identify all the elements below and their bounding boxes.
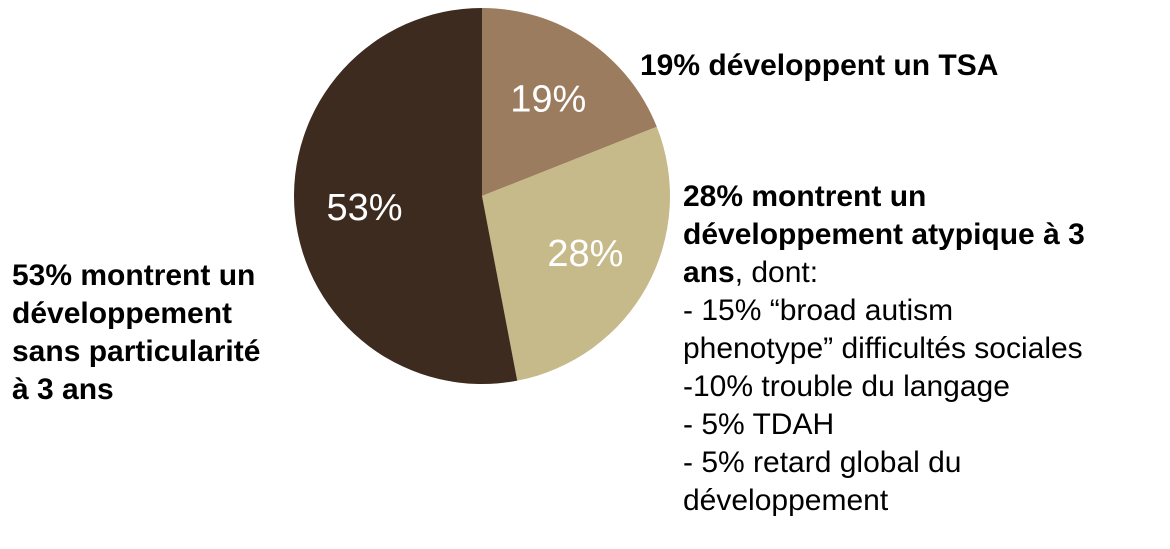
pie-slice-28 bbox=[482, 126, 670, 381]
annotation-typical-line: développement bbox=[12, 297, 233, 330]
annotation-atypical-heading-line: 28% montrent un bbox=[683, 180, 927, 213]
annotation-atypical-item: - 5% retard global du bbox=[683, 446, 962, 479]
annotation-typical-line: sans particularité bbox=[12, 335, 261, 368]
annotation-atypical-item: développement bbox=[683, 484, 889, 517]
annotation-atypical-heading-end: ans, dont: bbox=[683, 254, 1085, 292]
annotation-typical-development: 53% montrent un développement sans parti… bbox=[12, 257, 260, 409]
annotation-atypical-item: -10% trouble du langage bbox=[683, 370, 1010, 403]
annotation-typical-line: à 3 ans bbox=[12, 373, 114, 406]
pie-slice-label: 53% bbox=[326, 187, 402, 229]
pie-slices bbox=[293, 8, 670, 385]
pie-slice-labels: 19% 28% 53% bbox=[326, 78, 623, 274]
annotation-atypical-item: - 5% TDAH bbox=[683, 408, 835, 441]
pie-slice-label: 28% bbox=[547, 233, 623, 275]
annotation-tsa: 19% développent un TSA bbox=[640, 47, 998, 85]
annotation-atypical-dont: , dont: bbox=[734, 256, 819, 289]
annotation-atypical-item: phenotype” difficultés sociales bbox=[683, 332, 1083, 365]
pie-slice-label: 19% bbox=[510, 78, 586, 120]
pie-slice-19 bbox=[482, 8, 657, 196]
annotation-atypical-development: 28% montrent un développement atypique à… bbox=[683, 178, 1085, 520]
annotation-typical-line: 53% montrent un bbox=[12, 259, 256, 292]
annotation-atypical-item: - 15% “broad autism bbox=[683, 294, 954, 327]
annotation-tsa-text: 19% développent un TSA bbox=[640, 49, 999, 82]
annotation-atypical-heading-line: développement atypique à 3 bbox=[683, 218, 1085, 251]
annotation-atypical-heading-tail: ans bbox=[683, 256, 735, 289]
pie-slice-53 bbox=[293, 8, 518, 385]
